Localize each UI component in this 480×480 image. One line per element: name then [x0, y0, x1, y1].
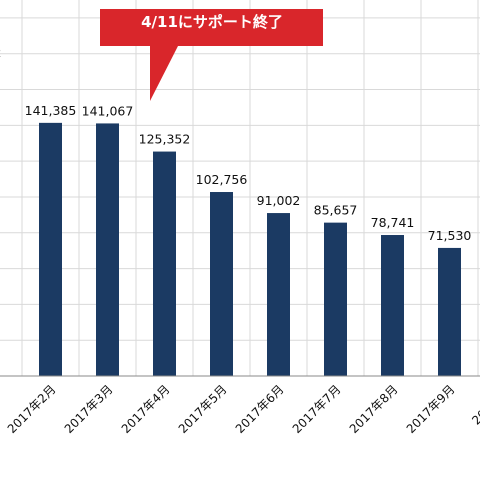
value-label: 125,352 [139, 132, 191, 147]
gridlines [0, 0, 480, 376]
bar [381, 235, 404, 376]
callout-label: 4/11にサポート終了 [141, 13, 283, 31]
bar [324, 222, 347, 376]
value-label: 91,002 [257, 193, 301, 208]
category-label: 2017年6月 [233, 382, 287, 436]
bar [153, 151, 176, 376]
value-label: 141,385 [25, 103, 77, 118]
value-label: 141,067 [82, 103, 134, 118]
category-label: 2017年9月 [404, 382, 458, 436]
value-label: 78,741 [371, 215, 415, 230]
value-labels: 82 141,385 141,067 125,352 102,756 91,002 85,6… [0, 45, 471, 243]
category-label: 2017年3月 [62, 382, 116, 436]
value-label: 102,756 [196, 172, 248, 187]
category-label: 2017年4月 [119, 382, 173, 436]
category-labels: 2017年2月 2017年3月 2017年4月 2017年5月 2017年6月 2017年… [5, 382, 480, 436]
value-label: 71,530 [428, 228, 472, 243]
bar [267, 213, 290, 376]
category-label: 2017年5月 [176, 382, 230, 436]
category-label: 2017年8月 [347, 382, 401, 436]
value-label: 85,657 [314, 203, 358, 218]
value-label: 82 [0, 45, 1, 60]
category-label: 2017年7月 [290, 382, 344, 436]
bar [96, 123, 119, 376]
bar [438, 247, 461, 376]
bar [210, 192, 233, 376]
bar [39, 122, 62, 377]
annotation-callout: 4/11にサポート終了 [100, 9, 323, 101]
callout-box [100, 9, 323, 101]
category-label: 2017年2月 [5, 382, 59, 436]
bars [39, 122, 461, 377]
category-label: 2017年1 [469, 382, 480, 427]
